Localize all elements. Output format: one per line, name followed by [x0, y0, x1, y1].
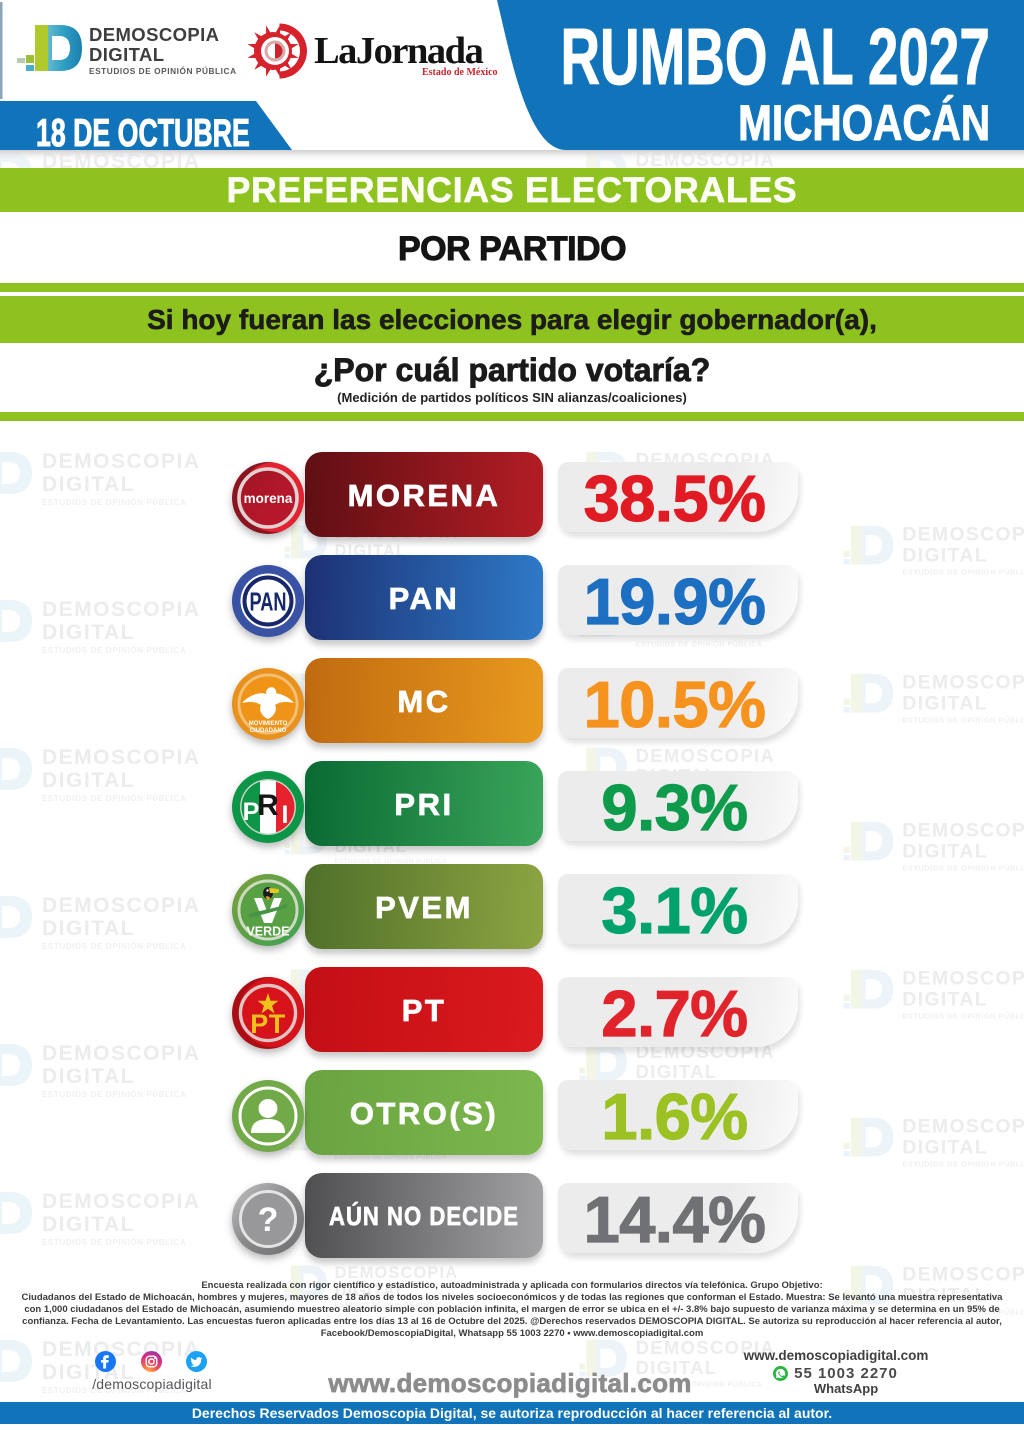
svg-text:LaJornada: LaJornada: [314, 30, 484, 72]
svg-text:Estado de México: Estado de México: [422, 67, 498, 78]
svg-text:DEMOSCOPIA: DEMOSCOPIA: [89, 24, 219, 45]
svg-text:morena: morena: [244, 491, 293, 506]
svg-text:ESTUDIOS DE OPINIÓN PÚBLICA: ESTUDIOS DE OPINIÓN PÚBLICA: [89, 65, 236, 76]
svg-text:VERDE: VERDE: [246, 925, 289, 939]
svg-text:?: ?: [258, 1201, 279, 1239]
svg-text:I: I: [282, 801, 289, 829]
svg-text:MOVIMIENTO: MOVIMIENTO: [249, 721, 288, 727]
svg-text:PAN: PAN: [250, 587, 287, 617]
svg-text:P: P: [243, 798, 260, 826]
svg-text:DIGITAL: DIGITAL: [89, 44, 164, 65]
svg-text:PT: PT: [250, 1009, 286, 1039]
svg-text:CIUDADANO: CIUDADANO: [250, 728, 287, 734]
svg-text:R: R: [257, 789, 279, 822]
